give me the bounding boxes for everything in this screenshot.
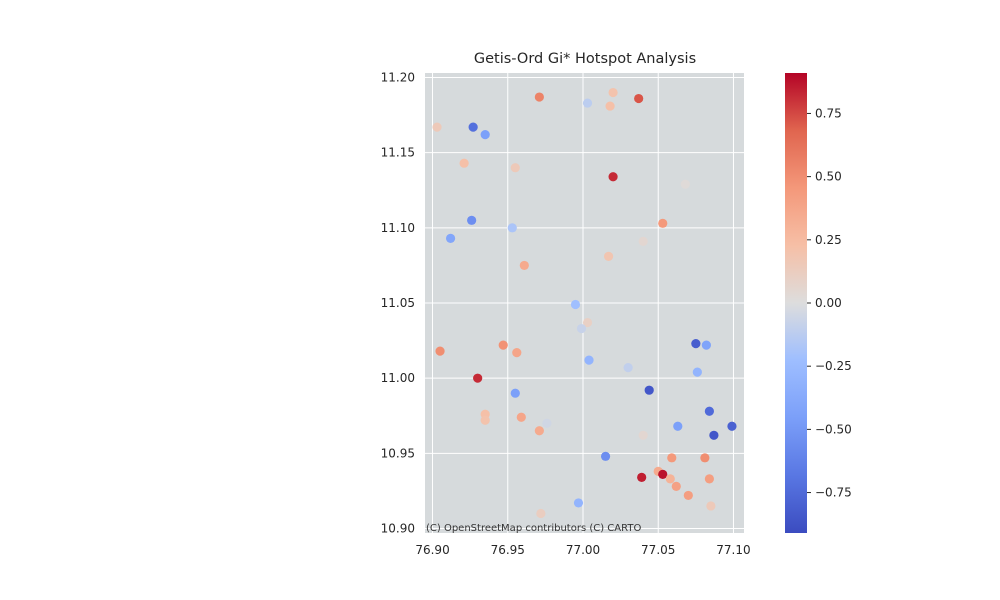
x-axis: 76.90 76.95 77.00 77.05 77.10 [415,543,750,557]
data-point [435,346,445,356]
data-point [608,172,618,182]
data-point [700,453,710,463]
data-point [691,338,701,349]
colorbar-tick-label: 0.50 [815,170,842,184]
colorbar-tick-label: 0.00 [815,296,842,310]
data-point [671,481,681,491]
data-point [536,508,546,519]
colorbar: 0.75 0.50 0.25 0.00 −0.25 −0.50 −0.75 [785,73,852,533]
data-point [709,430,719,440]
data-point [665,474,675,484]
y-tick-label: 10.95 [381,446,415,460]
map-attribution: (C) OpenStreetMap contributors (C) CARTO [426,523,641,534]
data-point [432,122,442,132]
data-point [570,299,581,310]
data-point [706,501,716,511]
chart-title: Getis-Ord Gi* Hotspot Analysis [474,51,696,67]
y-tick-label: 11.10 [381,221,415,235]
data-point [603,251,614,261]
x-tick-label: 77.05 [641,543,675,557]
data-point [480,415,490,425]
y-tick-label: 11.05 [381,296,415,310]
data-point [658,218,668,228]
data-point [582,317,593,328]
x-tick-label: 77.00 [566,543,600,557]
y-tick-label: 10.90 [381,521,415,535]
x-tick-label: 77.10 [716,543,750,557]
data-point [658,469,668,479]
data-point [507,223,517,233]
data-point [704,406,714,416]
data-point [644,385,654,395]
data-point [445,233,456,243]
data-point [680,179,690,189]
data-point [584,355,594,365]
data-point [473,373,483,383]
data-point [727,421,737,431]
data-point [534,92,544,102]
data-point [542,418,552,428]
colorbar-tick-label: −0.25 [815,359,852,373]
colorbar-ticks: 0.75 0.50 0.25 0.00 −0.25 −0.50 −0.75 [807,106,852,500]
y-tick-label: 11.00 [381,371,415,385]
data-point [534,426,544,436]
data-point [468,122,478,132]
data-point [608,87,618,98]
plot-area: (C) OpenStreetMap contributors (C) CARTO [425,73,744,534]
x-tick-label: 76.90 [415,543,449,557]
y-tick-label: 11.15 [381,146,415,160]
data-point [498,340,508,350]
x-tick-label: 76.95 [491,543,525,557]
data-point [683,490,693,501]
data-point [623,363,633,373]
data-point [600,451,611,461]
data-point [573,498,584,508]
data-point [638,430,648,440]
data-point [512,348,522,358]
data-point [667,453,677,463]
data-point [637,472,647,482]
data-point [480,130,490,140]
data-point [701,340,711,350]
data-point [576,323,587,334]
data-point [519,260,529,271]
data-point [582,98,593,108]
data-point [634,93,644,104]
data-point [692,367,702,377]
data-point [704,474,714,484]
data-point [638,236,648,246]
data-point [467,215,477,225]
colorbar-tick-label: −0.75 [815,486,852,500]
colorbar-gradient [785,73,807,533]
colorbar-tick-label: 0.25 [815,233,842,247]
data-points [432,87,737,519]
data-point [510,163,520,173]
y-tick-label: 11.20 [381,71,415,85]
y-axis: 10.90 10.95 11.00 11.05 11.10 11.15 11.20 [381,71,415,536]
data-point [459,158,469,168]
colorbar-tick-label: −0.50 [815,422,852,436]
data-point [673,421,683,431]
colorbar-tick-label: 0.75 [815,106,842,120]
data-point [510,388,520,398]
data-point [605,101,615,111]
data-point [516,412,526,422]
